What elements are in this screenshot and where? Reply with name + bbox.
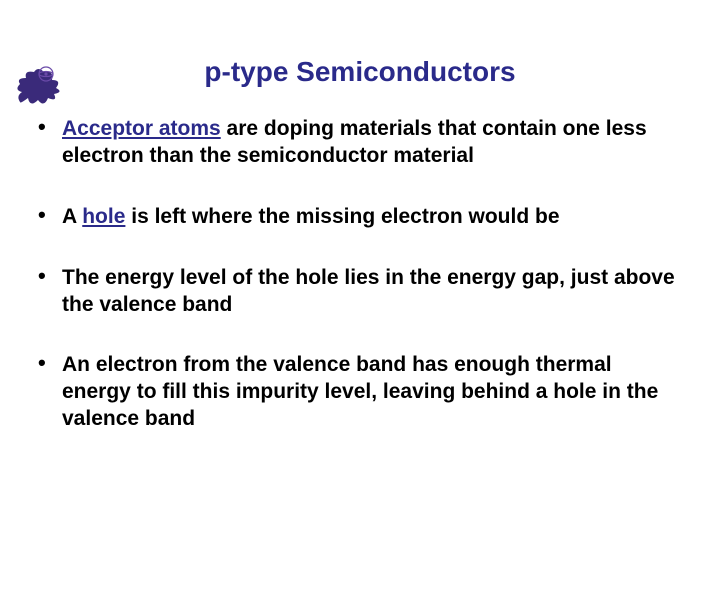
bullet-item: An electron from the valence band has en… [36, 352, 684, 433]
slide: p-type Semiconductors Acceptor atoms are… [0, 56, 720, 596]
bullet-keyword: hole [82, 205, 125, 228]
logo-lizard [10, 62, 70, 110]
bullet-item: The energy level of the hole lies in the… [36, 265, 684, 319]
lizard-icon [17, 67, 59, 104]
bullet-item: A hole is left where the missing electro… [36, 204, 684, 231]
bullet-item: Acceptor atoms are doping materials that… [36, 116, 684, 170]
bullet-text: An electron from the valence band has en… [62, 353, 658, 430]
bullet-text: The energy level of the hole lies in the… [62, 266, 675, 316]
slide-title: p-type Semiconductors [0, 56, 720, 88]
bullet-post: is left where the missing electron would… [125, 205, 559, 228]
bullet-pre: A [62, 205, 82, 228]
bullet-list: Acceptor atoms are doping materials that… [0, 116, 720, 433]
bullet-keyword: Acceptor atoms [62, 117, 221, 140]
